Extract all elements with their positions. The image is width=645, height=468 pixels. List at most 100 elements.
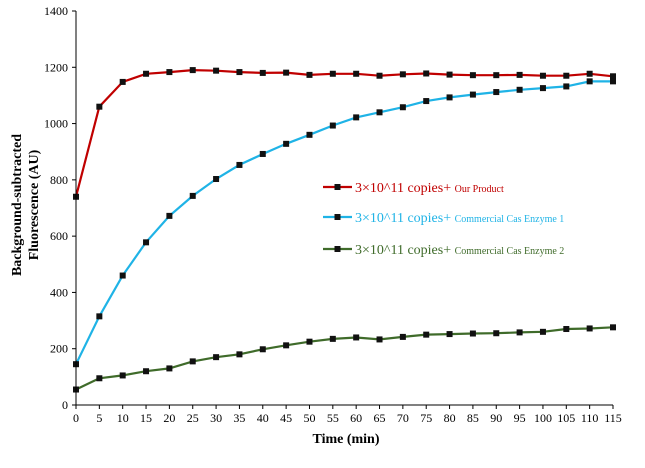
x-tick-label: 45 bbox=[280, 411, 292, 425]
y-axis-title-line-2: Fluorescence (AU) bbox=[27, 149, 42, 260]
data-point bbox=[283, 140, 290, 147]
x-tick-label: 70 bbox=[397, 411, 409, 425]
data-point bbox=[283, 69, 290, 76]
legend-label: 3×10^11 copies+ Commercial Cas Enzyme 1 bbox=[355, 211, 564, 226]
data-point bbox=[259, 150, 266, 157]
data-point bbox=[610, 324, 616, 331]
x-tick-label: 100 bbox=[534, 411, 552, 425]
data-point bbox=[539, 328, 546, 335]
data-point bbox=[236, 69, 243, 76]
data-point bbox=[586, 78, 593, 85]
data-point bbox=[376, 336, 383, 343]
x-tick-label: 0 bbox=[73, 411, 79, 425]
data-point bbox=[446, 94, 453, 101]
x-tick-label: 10 bbox=[117, 411, 129, 425]
data-point bbox=[306, 71, 313, 78]
series-3 bbox=[73, 324, 616, 393]
data-point bbox=[563, 326, 570, 333]
series-line bbox=[74, 68, 614, 197]
data-point bbox=[306, 338, 313, 345]
data-point bbox=[376, 109, 383, 116]
x-tick-label: 75 bbox=[420, 411, 432, 425]
data-point bbox=[166, 69, 173, 76]
data-point bbox=[610, 73, 616, 80]
data-point bbox=[213, 67, 220, 74]
data-point bbox=[353, 114, 360, 121]
legend-item-3: 3×10^11 copies+ Commercial Cas Enzyme 2 bbox=[323, 243, 564, 258]
data-point bbox=[586, 325, 593, 332]
x-tick-label: 40 bbox=[257, 411, 269, 425]
data-point bbox=[469, 72, 476, 79]
data-point bbox=[329, 335, 336, 342]
data-point bbox=[610, 78, 616, 85]
data-point bbox=[329, 70, 336, 77]
data-point bbox=[236, 351, 243, 358]
data-point bbox=[399, 71, 406, 78]
x-tick-label: 95 bbox=[514, 411, 526, 425]
data-point bbox=[96, 103, 103, 110]
data-point bbox=[119, 372, 126, 379]
legend-label: 3×10^11 copies+ Commercial Cas Enzyme 2 bbox=[355, 243, 564, 258]
y-tick-label: 1400 bbox=[44, 4, 68, 18]
series-line bbox=[75, 326, 614, 391]
plot-series bbox=[73, 67, 616, 393]
data-point bbox=[213, 354, 220, 361]
legend-label-sub: Our Product bbox=[455, 184, 504, 195]
x-tick-label: 15 bbox=[140, 411, 152, 425]
x-tick-label: 55 bbox=[327, 411, 339, 425]
x-tick-label: 110 bbox=[581, 411, 599, 425]
data-point bbox=[213, 176, 220, 183]
x-tick-label: 65 bbox=[374, 411, 386, 425]
data-point bbox=[469, 91, 476, 98]
x-tick-label: 105 bbox=[557, 411, 575, 425]
data-point bbox=[446, 331, 453, 338]
y-tick-label: 0 bbox=[62, 398, 68, 412]
legend-label-main: 3×10^11 copies+ bbox=[355, 243, 455, 258]
legend-swatch-marker bbox=[334, 246, 341, 252]
data-point bbox=[469, 330, 476, 337]
y-tick-label: 1200 bbox=[44, 60, 68, 74]
x-tick-label: 80 bbox=[444, 411, 456, 425]
series-2 bbox=[73, 78, 616, 368]
data-point bbox=[399, 104, 406, 111]
data-point bbox=[96, 313, 103, 320]
data-point bbox=[353, 70, 360, 77]
data-point bbox=[143, 70, 150, 77]
data-point bbox=[259, 69, 266, 76]
data-point bbox=[143, 239, 150, 246]
legend-item-1: 3×10^11 copies+ Our Product bbox=[323, 181, 504, 196]
data-point bbox=[516, 71, 523, 78]
data-point bbox=[539, 85, 546, 92]
legend-label-main: 3×10^11 copies+ bbox=[355, 211, 455, 226]
x-axis-title: Time (min) bbox=[312, 432, 379, 447]
legend-label-main: 3×10^11 copies+ bbox=[355, 181, 455, 196]
legend-swatch-marker bbox=[334, 184, 341, 190]
data-point bbox=[563, 72, 570, 79]
data-point bbox=[306, 131, 313, 138]
data-point bbox=[516, 86, 523, 93]
data-point bbox=[189, 358, 196, 365]
x-tick-label: 60 bbox=[350, 411, 362, 425]
legend-label-sub: Commercial Cas Enzyme 2 bbox=[455, 246, 565, 257]
data-point bbox=[516, 329, 523, 336]
data-point bbox=[283, 342, 290, 349]
data-point bbox=[143, 368, 150, 375]
data-point bbox=[353, 334, 360, 341]
x-tick-label: 35 bbox=[233, 411, 245, 425]
data-point bbox=[423, 331, 430, 338]
x-tick-label: 25 bbox=[187, 411, 199, 425]
data-point bbox=[329, 122, 336, 129]
legend-label-sub: Commercial Cas Enzyme 1 bbox=[455, 214, 565, 225]
data-point bbox=[493, 89, 500, 96]
data-point bbox=[119, 272, 126, 279]
series-line bbox=[75, 80, 613, 365]
data-point bbox=[539, 72, 546, 79]
x-tick-label: 5 bbox=[96, 411, 102, 425]
data-point bbox=[166, 365, 173, 372]
data-point bbox=[423, 98, 430, 105]
x-tick-label: 30 bbox=[210, 411, 222, 425]
data-point bbox=[399, 333, 406, 340]
y-tick-label: 800 bbox=[50, 173, 68, 187]
data-point bbox=[119, 78, 126, 85]
